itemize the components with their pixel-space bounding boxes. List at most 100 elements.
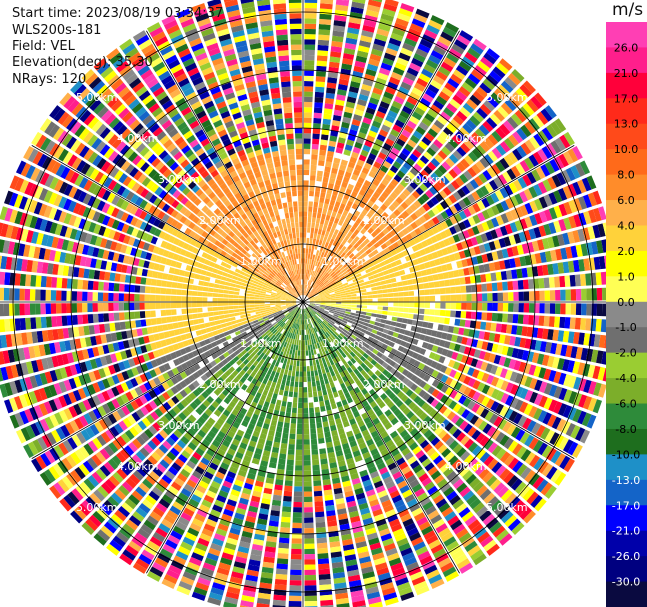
velocity-gate (99, 503, 113, 516)
velocity-gate (476, 223, 485, 234)
velocity-gate (132, 562, 147, 574)
velocity-gate (128, 494, 140, 506)
velocity-gate (366, 591, 381, 600)
velocity-gate (228, 494, 239, 502)
velocity-gate (382, 57, 395, 66)
velocity-gate (372, 417, 381, 426)
velocity-gate (304, 279, 307, 285)
velocity-gate (223, 48, 236, 57)
velocity-gate (414, 368, 422, 377)
velocity-gate (458, 466, 470, 478)
velocity-gate (201, 528, 214, 538)
velocity-gate (274, 579, 287, 586)
velocity-gate (502, 421, 512, 433)
velocity-gate (351, 173, 359, 181)
velocity-gate (116, 124, 128, 136)
velocity-gate (440, 418, 450, 429)
velocity-gate (365, 248, 372, 255)
velocity-gate (432, 274, 439, 281)
velocity-gate (93, 324, 101, 334)
velocity-gate (77, 204, 87, 217)
velocity-gate (487, 442, 498, 454)
velocity-gate (323, 289, 329, 293)
velocity-gate (211, 57, 224, 66)
velocity-gate (245, 515, 256, 524)
velocity-gate (306, 285, 310, 291)
velocity-gate (108, 282, 115, 292)
velocity-gate (171, 132, 182, 142)
velocity-gate (523, 403, 533, 416)
velocity-gate (328, 177, 336, 185)
velocity-gate (404, 143, 414, 153)
velocity-gate (458, 395, 467, 405)
velocity-gate (316, 212, 322, 219)
velocity-gate (398, 302, 404, 307)
velocity-gate (398, 374, 406, 382)
velocity-gate (408, 62, 422, 72)
velocity-gate (233, 35, 246, 43)
velocity-gate (350, 233, 357, 240)
velocity-gate (90, 336, 97, 346)
velocity-gate (586, 303, 592, 316)
velocity-gate (445, 302, 451, 309)
velocity-gate (137, 528, 151, 540)
velocity-gate (328, 269, 334, 275)
velocity-gate (435, 331, 443, 339)
velocity-gate (210, 480, 221, 490)
velocity-gate (363, 179, 372, 188)
velocity-gate (85, 426, 96, 439)
velocity-gate (398, 52, 411, 62)
velocity-gate (127, 179, 137, 190)
velocity-gate (385, 47, 398, 57)
velocity-gate (303, 237, 307, 243)
velocity-gate (553, 220, 562, 233)
velocity-gate (319, 317, 324, 322)
velocity-gate (431, 206, 440, 216)
velocity-gate (173, 443, 183, 453)
velocity-gate (342, 58, 354, 66)
velocity-gate (542, 328, 549, 340)
velocity-gate (541, 445, 553, 459)
velocity-gate (320, 192, 326, 199)
velocity-gate (507, 518, 521, 532)
velocity-gate (537, 410, 548, 423)
velocity-gate (175, 496, 187, 507)
velocity-gate (400, 513, 412, 523)
velocity-gate (543, 277, 550, 289)
velocity-gate (424, 261, 431, 269)
velocity-gate (125, 47, 139, 59)
velocity-gate (192, 451, 202, 461)
velocity-gate (465, 311, 472, 319)
velocity-gate (398, 222, 406, 230)
velocity-gate (186, 561, 200, 572)
velocity-gate (526, 420, 537, 433)
velocity-gate (30, 360, 39, 373)
velocity-gate (348, 579, 362, 588)
velocity-gate (347, 22, 361, 30)
velocity-gate (417, 550, 431, 561)
velocity-gate (91, 471, 103, 484)
velocity-gate (177, 472, 188, 483)
velocity-gate (39, 118, 52, 132)
velocity-gate (370, 223, 378, 231)
velocity-gate (514, 399, 524, 411)
velocity-gate (578, 394, 588, 408)
velocity-gate (456, 447, 467, 458)
velocity-gate (119, 38, 133, 51)
velocity-gate (446, 350, 454, 358)
velocity-gate (154, 161, 165, 171)
velocity-gate (304, 501, 313, 508)
velocity-gate (335, 497, 345, 505)
velocity-gate (456, 161, 466, 172)
velocity-gate (156, 418, 166, 429)
velocity-gate (54, 412, 64, 425)
velocity-gate (471, 339, 479, 348)
velocity-gate (449, 215, 458, 225)
velocity-gate (363, 277, 370, 282)
velocity-gate (479, 509, 492, 522)
velocity-gate (265, 56, 277, 63)
velocity-gate (138, 259, 145, 268)
velocity-gate (477, 60, 491, 73)
velocity-gate (320, 257, 325, 264)
velocity-gate (434, 440, 444, 451)
